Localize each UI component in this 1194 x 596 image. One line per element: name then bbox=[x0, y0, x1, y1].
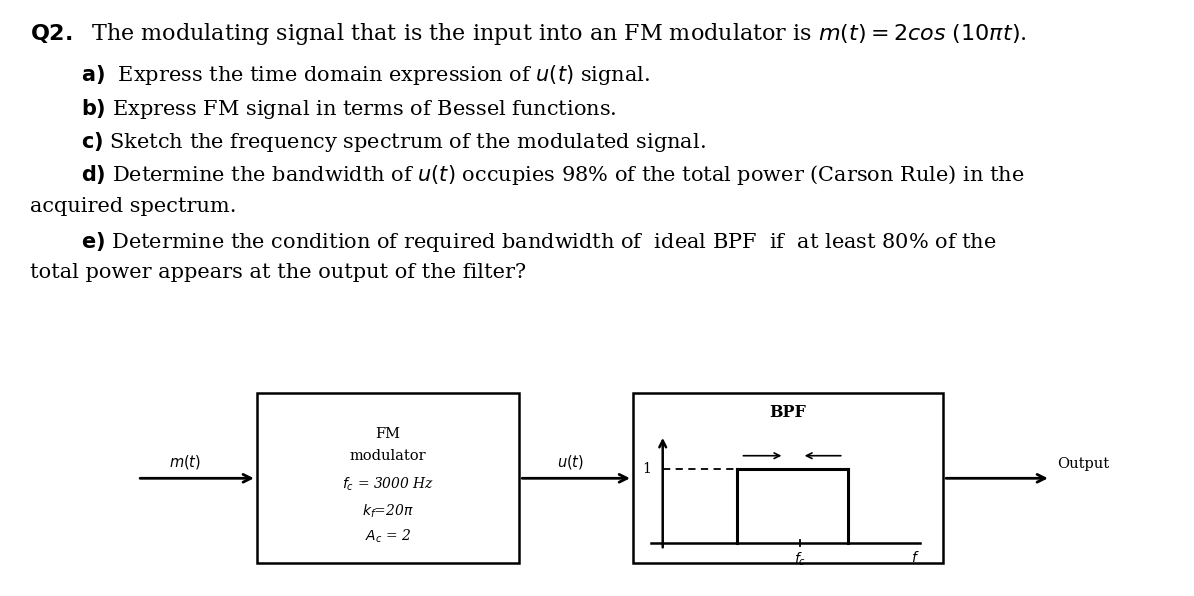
Text: Output: Output bbox=[1057, 457, 1109, 471]
Text: $\mathbf{e)}$ Determine the condition of required bandwidth of  ideal BPF  if  a: $\mathbf{e)}$ Determine the condition of… bbox=[81, 230, 997, 254]
Text: $k_f$=20$\pi$: $k_f$=20$\pi$ bbox=[362, 502, 414, 520]
Text: $\mathbf{b)}$ Express FM signal in terms of Bessel functions.: $\mathbf{b)}$ Express FM signal in terms… bbox=[81, 97, 617, 120]
Text: $\mathbf{d)}$ Determine the bandwidth of $u(t)$ occupies 98% of the total power : $\mathbf{d)}$ Determine the bandwidth of… bbox=[81, 163, 1024, 187]
Text: BPF: BPF bbox=[770, 404, 806, 421]
Bar bbox=[633, 393, 943, 563]
Text: $f$: $f$ bbox=[911, 550, 919, 565]
Text: 1: 1 bbox=[642, 462, 651, 476]
Text: $A_c$ = 2: $A_c$ = 2 bbox=[365, 528, 411, 545]
Text: $m(t)$: $m(t)$ bbox=[170, 453, 201, 471]
Text: $f_c$: $f_c$ bbox=[794, 550, 806, 567]
Text: total power appears at the output of the filter?: total power appears at the output of the… bbox=[30, 263, 527, 283]
Text: $f_c$ = 3000 Hz: $f_c$ = 3000 Hz bbox=[341, 476, 435, 493]
Text: modulator: modulator bbox=[350, 449, 426, 462]
Text: FM: FM bbox=[376, 427, 400, 440]
Text: $\mathbf{Q2.}$  The modulating signal that is the input into an FM modulator is : $\mathbf{Q2.}$ The modulating signal tha… bbox=[30, 21, 1027, 47]
Text: $\mathbf{a)}$  Express the time domain expression of $u(t)$ signal.: $\mathbf{a)}$ Express the time domain ex… bbox=[81, 63, 651, 86]
Text: $u(t)$: $u(t)$ bbox=[556, 453, 584, 471]
Bar bbox=[257, 393, 519, 563]
Text: $\mathbf{c)}$ Sketch the frequency spectrum of the modulated signal.: $\mathbf{c)}$ Sketch the frequency spect… bbox=[81, 130, 706, 154]
Text: acquired spectrum.: acquired spectrum. bbox=[30, 197, 236, 216]
